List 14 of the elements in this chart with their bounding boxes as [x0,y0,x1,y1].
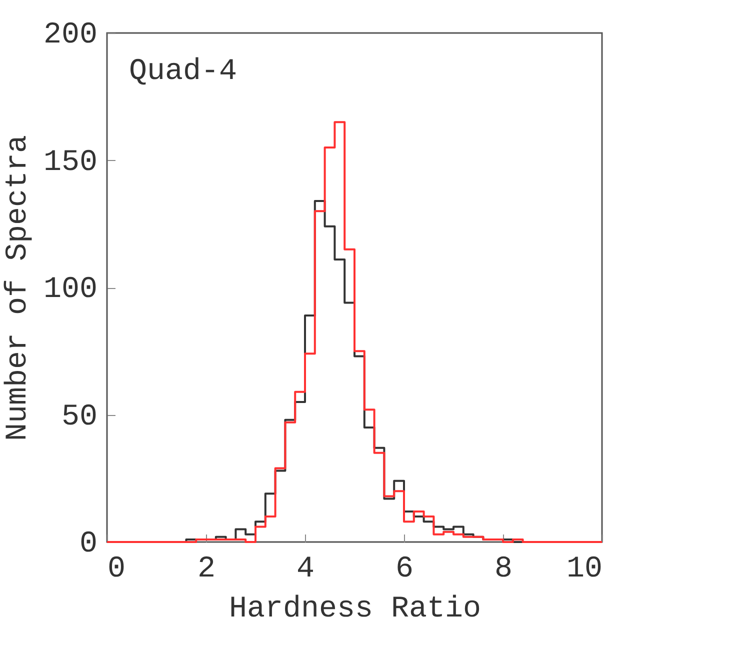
y-tick-label: 50 [61,400,98,434]
x-tick-label: 6 [395,552,414,586]
x-tick-label: 10 [566,552,602,586]
x-tick-label: 8 [494,552,513,586]
x-tick-label: 0 [108,552,126,586]
y-tick-label: 200 [43,18,98,52]
x-tick-label: 4 [296,552,315,586]
x-axis-title: Hardness Ratio [228,592,482,626]
y-tick-label: 150 [43,146,98,180]
y-axis-title: Number of Spectra [1,134,36,442]
x-tick-label: 2 [197,552,216,586]
y-tick-label: 100 [43,273,98,307]
y-tick-label: 0 [79,528,98,562]
annotation: Quad-4 [129,55,238,89]
